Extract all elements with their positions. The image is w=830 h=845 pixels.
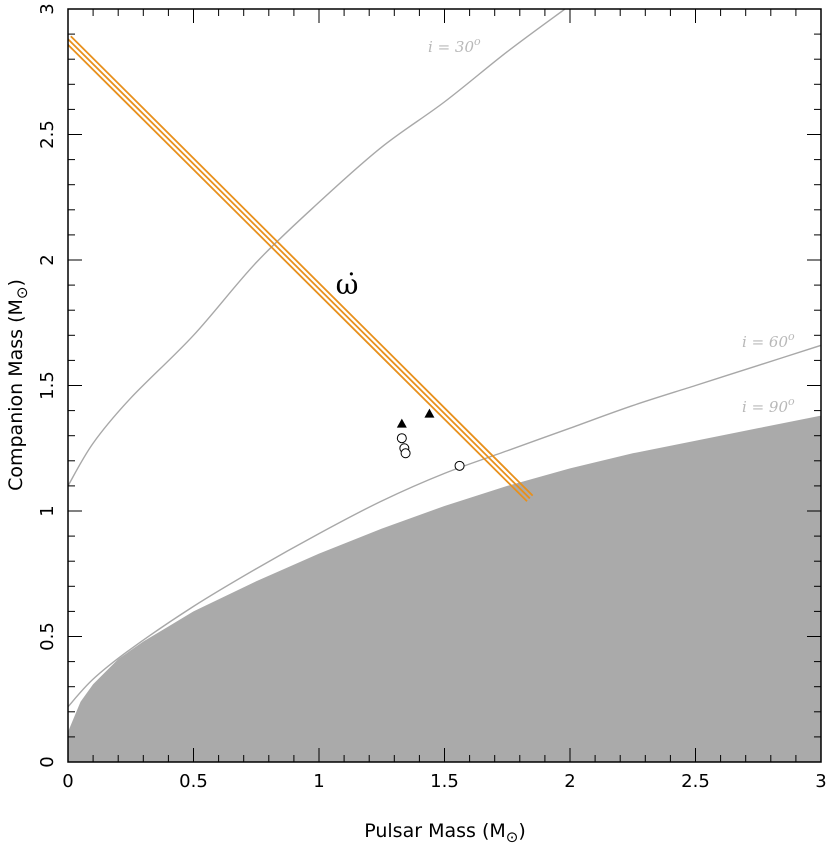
x-tick-label: 0 [62, 771, 73, 792]
y-tick-label: 1 [37, 505, 58, 516]
circle-marker [396, 433, 407, 444]
y-tick-label: 0.5 [37, 622, 58, 651]
x-tick-label: 1 [313, 771, 324, 792]
y-tick-label: 0 [37, 756, 58, 767]
triangle-marker [424, 408, 435, 418]
inclination-curve-60 [68, 344, 821, 708]
x-tick-label: 1.5 [430, 771, 459, 792]
label-i-30: i = 30o [428, 35, 481, 56]
y-tick-label: 1.5 [37, 371, 58, 400]
inclination-curve-30 [68, 9, 566, 487]
x-tick-label: 2.5 [681, 771, 710, 792]
label-i-90: i = 90o [742, 395, 795, 416]
circle-marker [400, 448, 411, 459]
y-tick-label: 3 [37, 3, 58, 14]
y-axis-title-sub: ⊙ [13, 287, 31, 300]
omega-dot-band-line [68, 43, 528, 502]
label-i-60: i = 60o [742, 330, 795, 351]
plot-area [68, 9, 821, 762]
x-axis-title-sub: ⊙ [506, 828, 519, 845]
excluded-region [68, 415, 821, 762]
x-tick-label: 3 [815, 771, 826, 792]
plot-clipped-group [68, 9, 821, 762]
triangle-marker [396, 418, 407, 428]
x-tick-label: 2 [564, 771, 575, 792]
y-tick-label: 2 [37, 254, 58, 265]
circle-marker [454, 460, 465, 471]
x-axis-title: Pulsar Mass (M⊙) [364, 820, 526, 845]
y-axis-title: Companion Mass (M⊙) [5, 279, 31, 491]
y-tick-label: 2.5 [37, 120, 58, 149]
axes: 0 0.5 1 1.5 2 2.5 3 0 0.5 1 1.5 2 2.5 3 [37, 3, 827, 792]
omega-dot-band-line [70, 35, 534, 497]
x-tick-label: 0.5 [179, 771, 208, 792]
omega-dot-band-line [68, 38, 531, 500]
omega-dot-label: ω̇ [336, 268, 359, 301]
